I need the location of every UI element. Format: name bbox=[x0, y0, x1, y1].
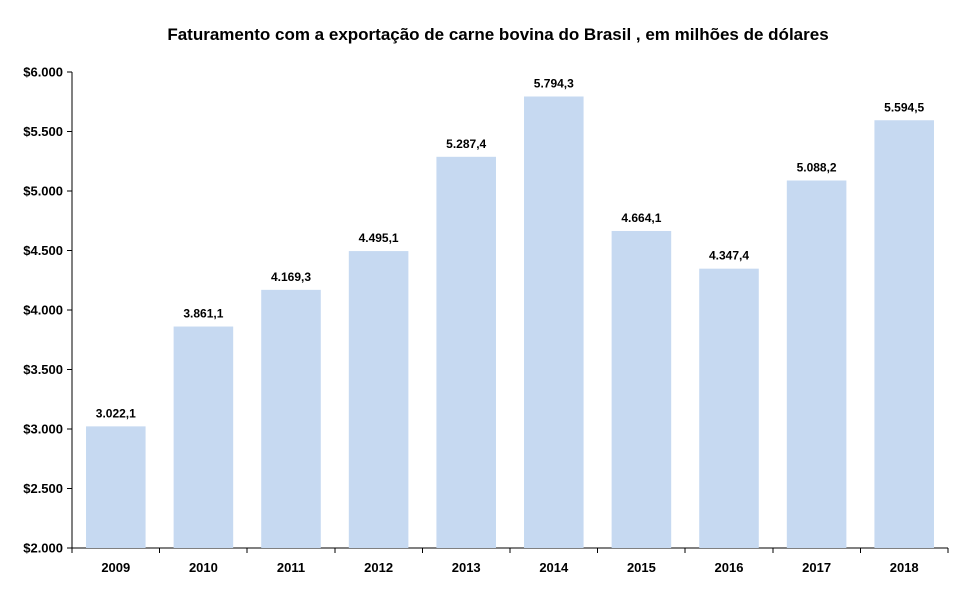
data-label-2014: 5.794,3 bbox=[534, 76, 574, 90]
y-tick-label: $5.000 bbox=[23, 184, 63, 199]
y-tick-label: $6.000 bbox=[23, 65, 63, 80]
x-tick-label-2017: 2017 bbox=[802, 560, 831, 575]
y-tick-label: $3.500 bbox=[23, 362, 63, 377]
data-label-2011: 4.169,3 bbox=[271, 270, 311, 284]
data-label-2013: 5.287,4 bbox=[446, 137, 486, 151]
bar-2017 bbox=[786, 180, 847, 548]
y-axis: $2.000 $2.500 $3.000 $3.500 $4.000 $4.500 $5.0… bbox=[23, 65, 73, 556]
bar-2015 bbox=[611, 230, 672, 548]
data-label-2012: 4.495,1 bbox=[359, 231, 399, 245]
bar-2016 bbox=[699, 268, 759, 548]
bar-2010 bbox=[173, 326, 234, 548]
x-tick-label-2011: 2011 bbox=[277, 560, 305, 575]
x-axis: 2009 2010 2011 2012 2013 2014 2015 2016 2017 2018 bbox=[71, 547, 949, 575]
bar-series bbox=[86, 96, 934, 549]
y-tick-label: $2.500 bbox=[23, 481, 63, 496]
bar-2013 bbox=[436, 156, 496, 549]
x-tick-label-2012: 2012 bbox=[364, 560, 393, 575]
x-tick-label-2018: 2018 bbox=[890, 560, 919, 575]
y-tick-label: $3.000 bbox=[23, 422, 63, 437]
chart-title: Faturamento com a exportação de carne bo… bbox=[167, 25, 828, 44]
data-label-2015: 4.664,1 bbox=[621, 211, 661, 225]
x-tick-label-2013: 2013 bbox=[452, 560, 481, 575]
data-label-2016: 4.347,4 bbox=[709, 249, 749, 263]
bar-2011 bbox=[261, 289, 321, 548]
x-tick-label-2010: 2010 bbox=[189, 560, 218, 575]
data-label-2009: 3.022,1 bbox=[96, 406, 136, 420]
bar-2014 bbox=[524, 96, 584, 548]
y-tick-label: $2.000 bbox=[23, 541, 63, 556]
data-label-2010: 3.861,1 bbox=[183, 307, 223, 321]
y-tick-label: $5.500 bbox=[23, 124, 63, 139]
y-tick-label: $4.000 bbox=[23, 303, 63, 318]
x-tick-label-2015: 2015 bbox=[627, 560, 656, 575]
data-labels: 3.022,1 3.861,1 4.169,3 4.495,1 5.287,4 5.794… bbox=[96, 76, 925, 420]
data-label-2018: 5.594,5 bbox=[884, 100, 924, 114]
bar-2009 bbox=[86, 426, 146, 548]
x-tick-label-2016: 2016 bbox=[715, 560, 744, 575]
y-tick-label: $4.500 bbox=[23, 243, 63, 258]
bar-2018 bbox=[874, 120, 934, 548]
data-label-2017: 5.088,2 bbox=[797, 161, 837, 175]
x-tick-label-2014: 2014 bbox=[539, 560, 569, 575]
x-tick-label-2009: 2009 bbox=[101, 560, 130, 575]
bar-2012 bbox=[348, 251, 409, 548]
